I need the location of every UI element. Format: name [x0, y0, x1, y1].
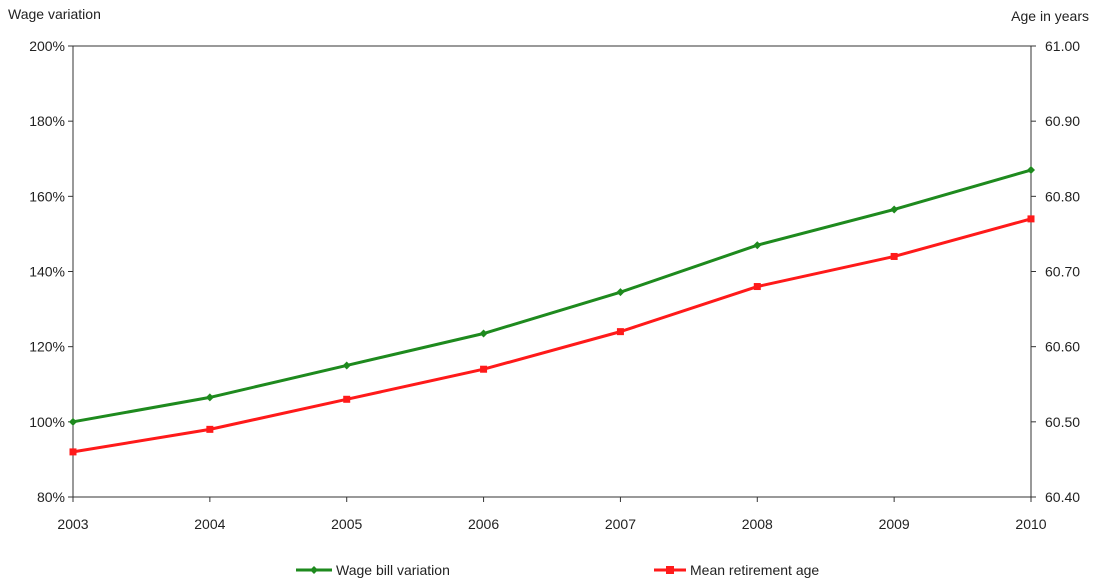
y-right-tick-label: 60.40 — [1045, 489, 1080, 505]
y-left-tick-label: 160% — [29, 188, 65, 204]
x-tick-label: 2010 — [1015, 516, 1046, 532]
chart-axes: 80% 100% 120% 140% 160% 180% 200% 60.40 60.50 60.… — [29, 38, 1080, 532]
data-point-1 — [1027, 166, 1035, 175]
x-tick-label: 2005 — [331, 516, 362, 532]
data-point-2 — [753, 283, 761, 291]
x-tick-label: 2006 — [468, 516, 499, 532]
data-point-2 — [343, 395, 351, 403]
data-point-1 — [205, 393, 214, 402]
data-point-1 — [479, 329, 488, 338]
data-point-1 — [890, 205, 899, 214]
x-tick-label: 2008 — [742, 516, 773, 532]
x-tick-label: 2004 — [194, 516, 225, 532]
y-left-tick-label: 180% — [29, 113, 65, 129]
legend-label-retirement-age: Mean retirement age — [690, 562, 820, 578]
chart-series — [69, 166, 1035, 456]
y-right-tick-label: 60.90 — [1045, 113, 1080, 129]
y-left-tick-label: 80% — [37, 489, 65, 505]
data-point-2 — [890, 252, 898, 260]
y-axis-left-title: Wage variation — [8, 6, 101, 22]
series-line-2 — [72, 217, 1032, 454]
legend-item-wage-bill: Wage bill variation — [296, 562, 450, 578]
data-point-2 — [1027, 215, 1035, 223]
x-tick-label: 2009 — [879, 516, 910, 532]
series-line-1 — [72, 168, 1032, 424]
data-point-2 — [616, 328, 624, 336]
x-tick-label: 2007 — [605, 516, 636, 532]
data-point-1 — [753, 241, 762, 250]
y-left-tick-label: 200% — [29, 38, 65, 54]
data-point-1 — [69, 417, 77, 426]
y-left-tick-label: 100% — [29, 414, 65, 430]
y-right-tick-label: 60.60 — [1045, 339, 1080, 355]
y-left-tick-label: 120% — [29, 339, 65, 355]
y-right-tick-label: 60.70 — [1045, 264, 1080, 280]
data-point-2 — [69, 448, 77, 456]
y-right-tick-label: 60.50 — [1045, 414, 1080, 430]
legend-item-retirement-age: Mean retirement age — [654, 562, 819, 578]
y-left-tick-label: 140% — [29, 264, 65, 280]
data-point-1 — [342, 361, 351, 370]
y-right-tick-label: 60.80 — [1045, 188, 1080, 204]
data-point-2 — [480, 365, 488, 373]
legend-swatch-wage-bill — [296, 566, 332, 574]
legend-swatch-retirement-age — [654, 566, 686, 574]
y-axis-right-title: Age in years — [1011, 8, 1089, 24]
y-right-tick-label: 61.00 — [1045, 38, 1080, 54]
x-tick-label: 2003 — [57, 516, 88, 532]
data-point-1 — [616, 288, 625, 297]
data-point-2 — [206, 425, 214, 433]
legend-label-wage-bill: Wage bill variation — [336, 562, 450, 578]
